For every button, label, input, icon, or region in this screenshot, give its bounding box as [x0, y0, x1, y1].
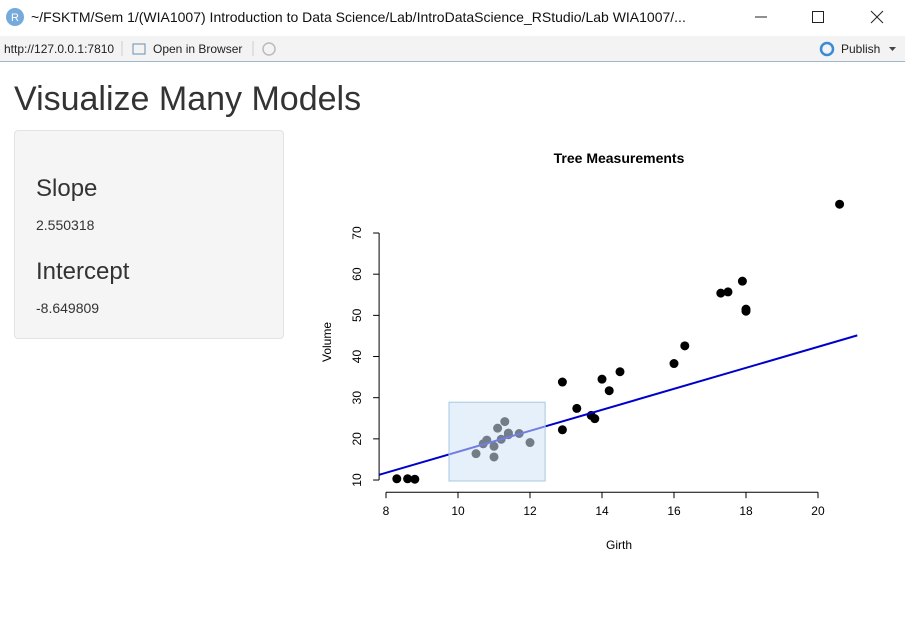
sidebar: Slope 2.550318 Intercept -8.649809: [14, 130, 284, 339]
point: [716, 288, 726, 298]
brush: [448, 401, 546, 482]
point: [392, 474, 402, 484]
point: [557, 425, 567, 435]
y-tick-label: 40: [350, 350, 364, 364]
x-tick-label: 18: [739, 504, 753, 518]
slope-value: 2.550318: [36, 217, 95, 233]
point: [741, 306, 751, 316]
y-tick-label: 30: [350, 391, 364, 405]
point: [597, 374, 607, 384]
svg-text:R: R: [11, 12, 19, 24]
x-tick-label: 8: [383, 504, 390, 518]
intercept-value: -8.649809: [36, 300, 100, 316]
close[interactable]: [870, 10, 884, 24]
point: [680, 341, 690, 351]
point: [615, 367, 625, 377]
point: [835, 199, 845, 209]
point: [572, 403, 582, 413]
point: [557, 377, 567, 387]
app-icon: [6, 8, 24, 26]
publish[interactable]: Publish: [841, 42, 881, 56]
title-bar: R ~/FSKTM/Sem 1/(WIA1007) Introduction t…: [0, 0, 905, 36]
y-tick-label: 70: [350, 226, 364, 240]
chart: Tree Measurements Girth Volume 8 10 12 14 16…: [320, 150, 858, 552]
point: [403, 474, 413, 484]
slope-label: Slope: [36, 175, 98, 202]
x-tick-label: 20: [811, 504, 825, 518]
window-icons: R: [6, 8, 884, 26]
x-tick-label: 16: [667, 504, 681, 518]
intercept-label: Intercept: [36, 258, 130, 285]
point: [410, 474, 420, 484]
point: [590, 414, 600, 424]
maximize[interactable]: [812, 11, 824, 23]
y-tick-label: 10: [350, 473, 364, 487]
x-tick-label: 14: [595, 504, 609, 518]
url: http://127.0.0.1:7810: [4, 42, 115, 56]
window-title: ~/FSKTM/Sem 1/(WIA1007) Introduction to …: [31, 9, 686, 25]
point: [723, 287, 733, 297]
x-tick-label: 12: [523, 504, 537, 518]
y-axis-title: Volume: [320, 322, 334, 362]
y-tick-label: 60: [350, 267, 364, 281]
toolbar: http://127.0.0.1:7810 Open in Browser Pu…: [0, 36, 905, 62]
x-axis-title: Girth: [606, 538, 632, 552]
x-tick-label: 10: [451, 504, 465, 518]
toolbar-icons: [121, 41, 896, 57]
open-in-browser[interactable]: Open in Browser: [153, 42, 243, 56]
y-tick-label: 20: [350, 432, 364, 446]
y-tick-label: 50: [350, 308, 364, 322]
point: [669, 359, 679, 369]
app-title: Visualize Many Models: [14, 80, 362, 118]
chart-title: Tree Measurements: [554, 150, 685, 166]
point: [604, 386, 614, 396]
point: [737, 276, 747, 286]
